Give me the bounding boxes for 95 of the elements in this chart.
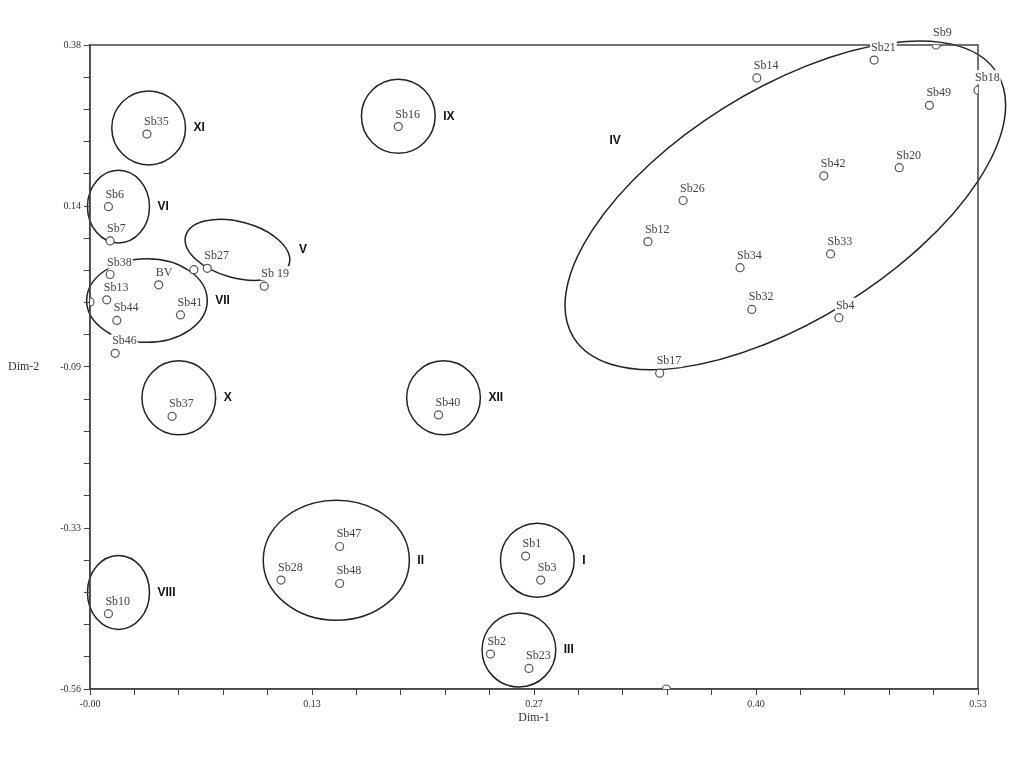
annotation: X <box>223 390 232 405</box>
point <box>834 313 844 323</box>
data-label: Sb4 <box>835 297 855 312</box>
data-label: Sb23 <box>525 648 551 663</box>
point <box>103 202 114 212</box>
data-label: Sb21 <box>871 40 896 55</box>
data-label: Sb41 <box>177 294 203 309</box>
point <box>524 663 534 674</box>
point <box>678 195 688 206</box>
data-label: Sb34 <box>737 247 762 262</box>
y-axis-title: Dim-2 <box>8 359 40 374</box>
data-label: Sb10 <box>105 593 131 608</box>
point <box>102 295 112 305</box>
x-tick-label: 0.53 <box>969 697 987 709</box>
data-label: Sb2 <box>487 634 507 649</box>
annotation: VII <box>215 292 230 307</box>
data-label: Sb20 <box>896 147 921 162</box>
annotation: V <box>299 242 308 257</box>
point <box>869 55 879 65</box>
data-label: BV <box>155 264 173 279</box>
point <box>154 280 164 290</box>
point <box>924 100 935 110</box>
y-tick-label: 0.14 <box>63 199 81 211</box>
data-label: Sb38 <box>107 254 132 269</box>
point <box>103 609 114 619</box>
x-axis-title: Dim-1 <box>518 709 550 724</box>
point <box>752 73 762 83</box>
data-label: Sb14 <box>753 57 779 72</box>
data-label: Sb6 <box>105 186 125 201</box>
point <box>175 310 186 320</box>
data-label: Sb 19 <box>261 266 289 281</box>
annotation: IX <box>443 108 455 123</box>
point <box>735 263 745 273</box>
point <box>433 410 444 420</box>
point <box>110 348 120 358</box>
point <box>167 411 177 421</box>
y-tick-label: -0.09 <box>60 360 81 372</box>
point <box>825 249 836 259</box>
annotation: II <box>417 552 425 567</box>
point <box>202 263 212 273</box>
point <box>189 265 199 275</box>
data-label: Sb13 <box>103 279 129 294</box>
data-label: Sb28 <box>278 560 303 575</box>
data-label: Sb33 <box>827 233 853 248</box>
point <box>105 269 115 280</box>
data-label: Sb9 <box>933 25 952 39</box>
data-label: Sb26 <box>680 180 705 195</box>
annotation: IV <box>609 132 621 147</box>
point <box>536 575 546 585</box>
data-label: Sb18 <box>975 70 1000 85</box>
annotation: I <box>582 552 586 567</box>
point <box>747 304 757 315</box>
data-label: Sb7 <box>107 220 126 235</box>
point <box>335 578 345 589</box>
annotation: VI <box>157 199 169 213</box>
annotation: XI <box>193 120 205 135</box>
data-label: Sb3 <box>537 560 557 575</box>
point <box>276 575 286 585</box>
data-label: Sb37 <box>169 396 194 411</box>
y-tick-label: -0.56 <box>60 682 81 694</box>
point <box>142 129 152 139</box>
point <box>393 121 403 132</box>
x-tick-label: -0.00 <box>79 697 101 709</box>
data-label: Sb12 <box>644 221 670 236</box>
annotation: XII <box>488 390 504 405</box>
data-label: Sb16 <box>395 106 420 121</box>
y-tick-label: 0.38 <box>63 38 81 50</box>
data-label: Sb17 <box>656 353 682 368</box>
data-label: Sb32 <box>748 289 774 304</box>
point <box>643 237 653 247</box>
point <box>894 163 904 173</box>
data-label: Sb42 <box>820 155 846 170</box>
point <box>655 368 665 378</box>
point <box>112 315 122 326</box>
point <box>521 551 531 561</box>
data-label: Sb49 <box>926 85 952 100</box>
x-tick-label: 0.27 <box>525 697 543 709</box>
data-label: Sb27 <box>204 248 229 263</box>
point <box>105 236 115 246</box>
point <box>485 649 496 659</box>
y-tick-label: -0.33 <box>60 521 81 533</box>
data-label: Sb46 <box>112 333 137 348</box>
annotation: VIII <box>157 584 176 599</box>
data-label: Sb35 <box>143 114 169 129</box>
data-label: Sb1 <box>522 536 542 551</box>
data-label: Sb40 <box>435 394 461 409</box>
x-tick-label: 0.40 <box>747 697 765 709</box>
point <box>335 541 345 552</box>
data-label: Sb48 <box>336 563 362 578</box>
point <box>819 171 829 181</box>
data-label: Sb47 <box>336 526 362 541</box>
x-tick-label: 0.13 <box>303 697 321 709</box>
data-label: Sb44 <box>113 300 139 315</box>
point <box>259 281 269 291</box>
annotation: III <box>563 642 574 657</box>
